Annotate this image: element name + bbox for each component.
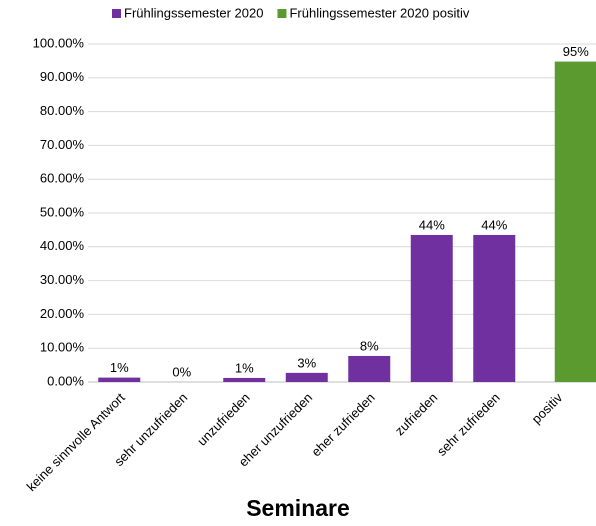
bar	[223, 377, 266, 382]
x-tick-label: unzufrieden	[194, 390, 253, 449]
y-tick-label: 60.00%	[40, 171, 85, 186]
bar	[554, 61, 596, 383]
x-tick-label: sehr zufrieden	[434, 390, 503, 459]
bar	[410, 234, 453, 382]
x-tick-label: eher zufrieden	[308, 390, 377, 459]
bar	[98, 377, 141, 382]
data-label: 3%	[297, 355, 316, 370]
bar	[285, 372, 328, 382]
bar	[348, 355, 391, 382]
y-tick-label: 10.00%	[40, 340, 85, 355]
data-label: 1%	[110, 360, 129, 375]
y-tick-label: 50.00%	[40, 204, 85, 219]
legend-label: Frühlingssemester 2020 positiv	[289, 5, 469, 20]
data-label: 44%	[419, 217, 445, 232]
y-tick-label: 0.00%	[47, 373, 84, 388]
data-label: 0%	[172, 364, 191, 379]
x-tick-label: keine sinnvolle Antwort	[24, 390, 128, 494]
x-axis-title: Seminare	[246, 495, 350, 521]
x-tick-label: zufrieden	[392, 390, 440, 438]
y-tick-label: 90.00%	[40, 69, 85, 84]
legend-swatch	[112, 9, 121, 18]
legend-label: Frühlingssemester 2020	[124, 5, 263, 20]
data-label: 44%	[481, 217, 507, 232]
y-tick-label: 40.00%	[40, 238, 85, 253]
y-tick-label: 30.00%	[40, 272, 85, 287]
bar	[473, 234, 516, 382]
x-tick-label: positiv	[529, 390, 566, 427]
legend-swatch	[277, 9, 287, 18]
data-label: 95%	[563, 44, 589, 59]
y-tick-label: 20.00%	[40, 306, 85, 321]
data-label: 8%	[360, 338, 379, 353]
y-tick-label: 70.00%	[40, 137, 85, 152]
y-tick-label: 80.00%	[40, 103, 85, 118]
y-tick-label: 100.00%	[33, 35, 85, 50]
data-label: 1%	[235, 360, 254, 375]
